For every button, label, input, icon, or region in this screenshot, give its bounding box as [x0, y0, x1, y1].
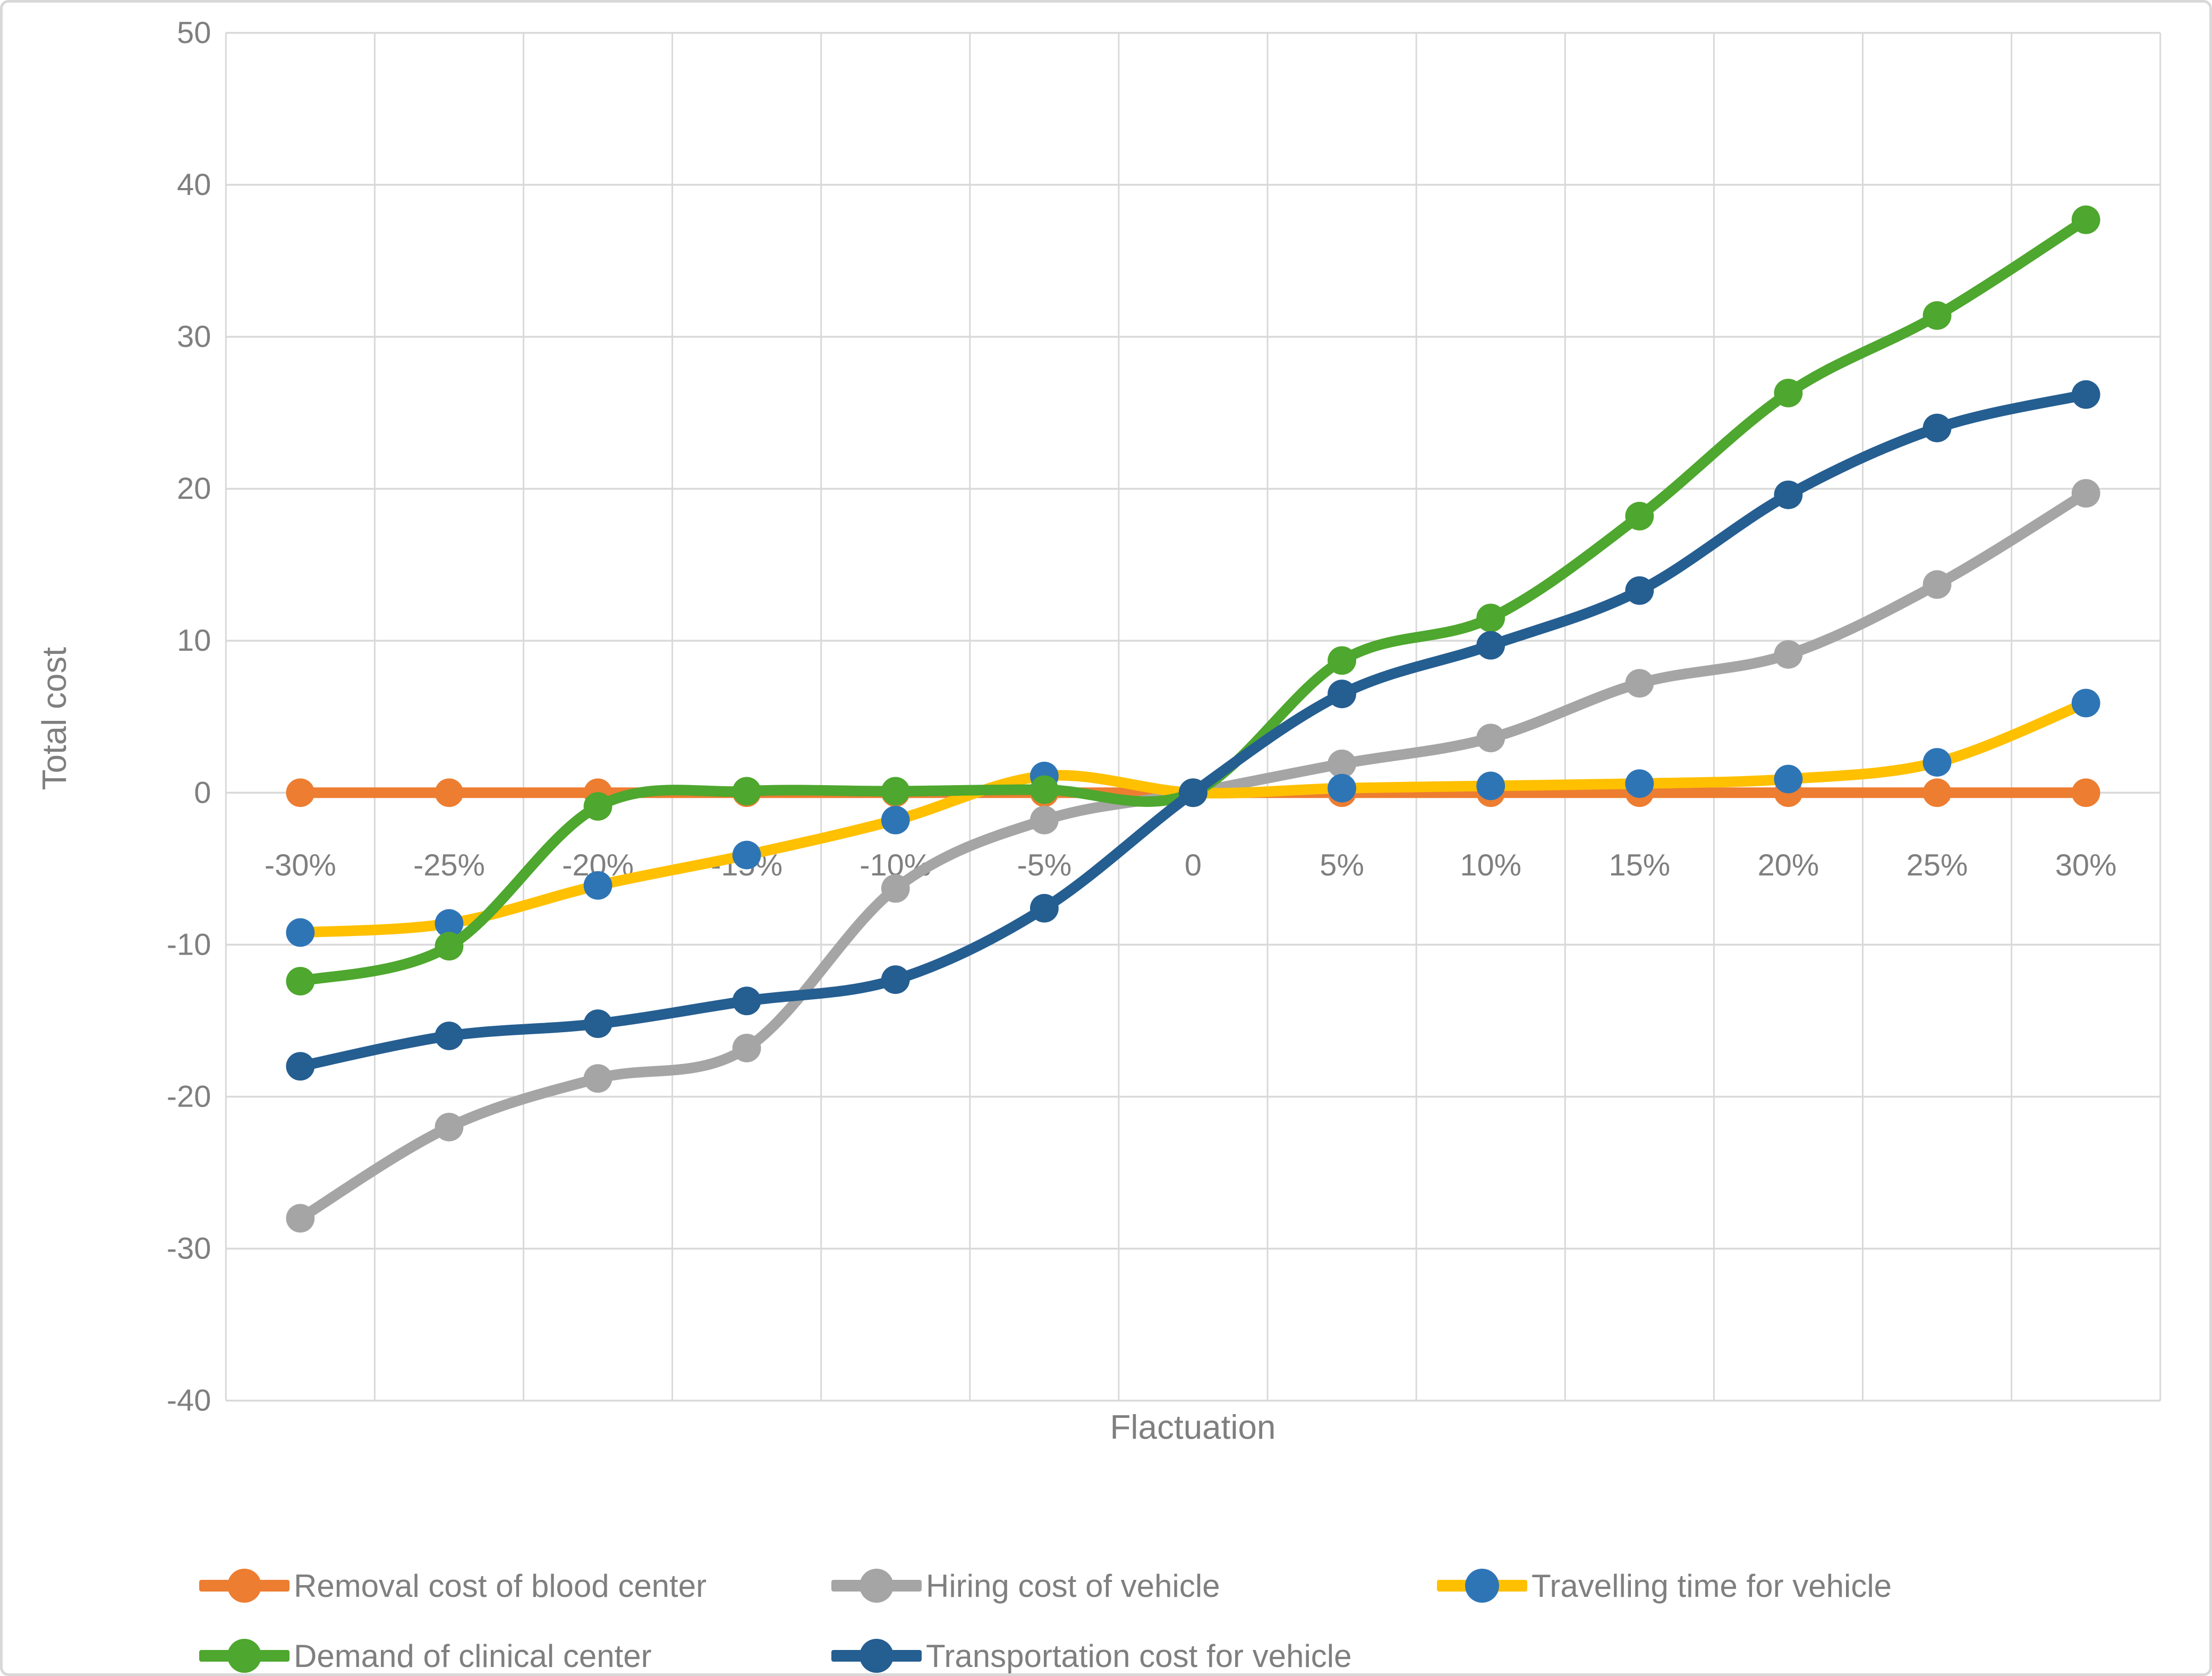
series-marker-hiring-cost-of-vehicle [1922, 570, 1952, 599]
series-marker-hiring-cost-of-vehicle [732, 1033, 761, 1062]
y-tick-label: 0 [194, 776, 211, 810]
series-marker-demand-of-clinical-center [732, 777, 761, 806]
series-marker-demand-of-clinical-center [583, 792, 612, 821]
series-marker-transportation-cost-for-vehicle [881, 965, 910, 994]
series-marker-transportation-cost-for-vehicle [286, 1052, 315, 1081]
series-marker-travelling-time-for-vehicle [1774, 764, 1803, 794]
series-marker-hiring-cost-of-vehicle [435, 1112, 464, 1142]
series-marker-travelling-time-for-vehicle [1476, 771, 1505, 801]
y-tick-label: -30 [167, 1232, 211, 1266]
series-marker-hiring-cost-of-vehicle [1774, 640, 1803, 669]
x-tick-label: 30% [2055, 848, 2117, 882]
series-transportation-cost-for-vehicle [286, 380, 2100, 1081]
x-tick-label: -5% [1017, 848, 1071, 882]
series-marker-travelling-time-for-vehicle [1328, 773, 1357, 803]
series-marker-transportation-cost-for-vehicle [1922, 413, 1952, 443]
y-tick-label: 10 [177, 624, 211, 658]
x-tick-label: 25% [1907, 848, 1968, 882]
series-marker-removal-cost-of-blood-center [1922, 778, 1952, 807]
series-marker-removal-cost-of-blood-center [286, 778, 315, 807]
series-marker-hiring-cost-of-vehicle [583, 1064, 612, 1093]
series-travelling-time-for-vehicle [286, 688, 2100, 947]
series-marker-travelling-time-for-vehicle [583, 871, 612, 900]
series-marker-removal-cost-of-blood-center [435, 778, 464, 807]
series-marker-demand-of-clinical-center [286, 967, 315, 996]
x-tick-label: 20% [1758, 848, 1819, 882]
x-tick-label: 5% [1320, 848, 1364, 882]
series-marker-demand-of-clinical-center [1328, 646, 1357, 675]
x-axis-title: Flactuation [1110, 1408, 1275, 1446]
y-tick-label: 40 [177, 168, 211, 202]
series-marker-demand-of-clinical-center [1625, 501, 1654, 531]
series-marker-transportation-cost-for-vehicle [1476, 631, 1505, 660]
y-tick-label: -20 [167, 1079, 211, 1113]
y-tick-label: -10 [167, 928, 211, 962]
series-marker-travelling-time-for-vehicle [881, 805, 910, 835]
series-marker-hiring-cost-of-vehicle [2071, 479, 2100, 508]
series-marker-demand-of-clinical-center [881, 777, 910, 806]
series-marker-demand-of-clinical-center [1476, 603, 1505, 633]
series-marker-transportation-cost-for-vehicle [583, 1009, 612, 1039]
series-marker-demand-of-clinical-center [435, 932, 464, 961]
x-tick-label: 10% [1460, 848, 1521, 882]
y-tick-label: 50 [177, 16, 211, 50]
series-marker-hiring-cost-of-vehicle [1625, 669, 1654, 698]
x-tick-label: 0 [1185, 848, 1202, 882]
series-marker-travelling-time-for-vehicle [732, 840, 761, 870]
y-tick-label: 30 [177, 320, 211, 354]
series-marker-hiring-cost-of-vehicle [1030, 805, 1059, 835]
series-marker-travelling-time-for-vehicle [1922, 748, 1952, 777]
series-line-travelling-time-for-vehicle [295, 697, 2091, 938]
series-line-transportation-cost-for-vehicle [295, 389, 2091, 1072]
series-marker-hiring-cost-of-vehicle [286, 1204, 315, 1233]
series-marker-travelling-time-for-vehicle [1625, 769, 1654, 798]
series-marker-transportation-cost-for-vehicle [1030, 894, 1059, 923]
series-marker-hiring-cost-of-vehicle [881, 874, 910, 903]
series-marker-demand-of-clinical-center [1922, 301, 1952, 330]
series-marker-travelling-time-for-vehicle [2071, 688, 2100, 718]
series-marker-travelling-time-for-vehicle [435, 909, 464, 938]
series-marker-transportation-cost-for-vehicle [1328, 679, 1357, 709]
series-marker-travelling-time-for-vehicle [286, 918, 315, 947]
series-marker-transportation-cost-for-vehicle [1179, 778, 1207, 807]
series-marker-transportation-cost-for-vehicle [732, 986, 761, 1016]
series-marker-transportation-cost-for-vehicle [2071, 380, 2100, 409]
series-marker-removal-cost-of-blood-center [2071, 778, 2100, 807]
x-tick-label: 15% [1609, 848, 1670, 882]
y-tick-label: 20 [177, 472, 211, 506]
series-marker-demand-of-clinical-center [1774, 378, 1803, 407]
series-marker-hiring-cost-of-vehicle [1328, 749, 1357, 778]
y-tick-label: -40 [167, 1384, 211, 1418]
series-marker-transportation-cost-for-vehicle [1625, 576, 1654, 605]
series-marker-transportation-cost-for-vehicle [435, 1022, 464, 1050]
series-plot-area [286, 205, 2100, 1233]
y-axis-tick-labels: 50 40 30 20 10 0 -10 -20 -30 -40 [167, 16, 211, 1418]
series-marker-demand-of-clinical-center [1030, 775, 1059, 804]
x-tick-label: -30% [265, 848, 336, 882]
plot-gridlines [225, 32, 2162, 1402]
series-marker-demand-of-clinical-center [2071, 205, 2100, 234]
y-axis-title: Total cost [35, 647, 73, 790]
series-marker-hiring-cost-of-vehicle [1476, 724, 1505, 753]
series-marker-transportation-cost-for-vehicle [1774, 480, 1803, 509]
x-tick-label: -25% [413, 848, 485, 882]
